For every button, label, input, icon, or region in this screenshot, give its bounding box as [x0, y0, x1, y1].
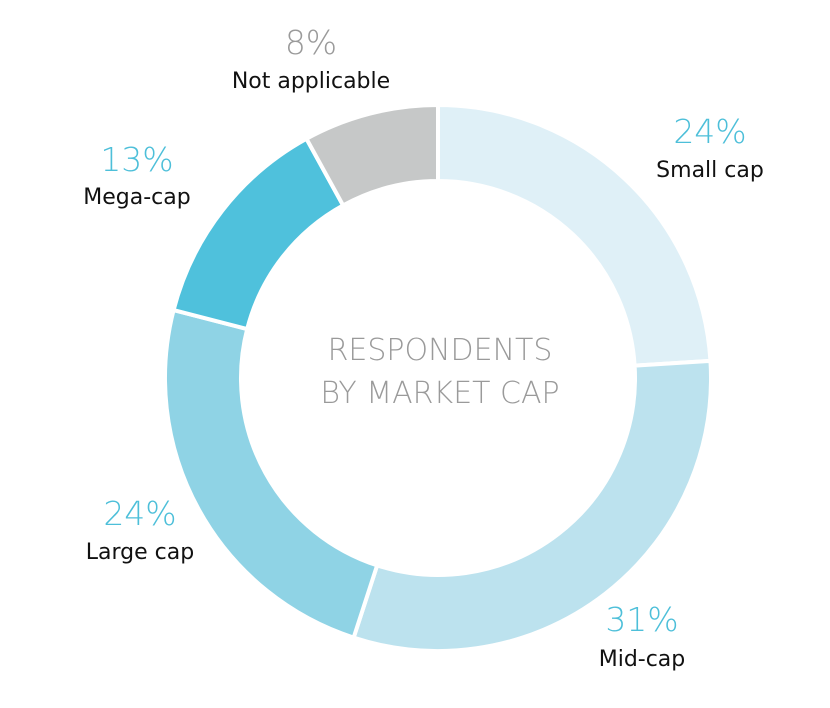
slice-category-label-mega-cap: Mega-cap	[83, 185, 190, 210]
slice-category-label-large-cap: Large cap	[86, 540, 194, 565]
chart-title-line-2: BY MARKET CAP	[320, 376, 559, 411]
slice-value-label-large-cap: 24%	[103, 494, 176, 533]
slice-category-label-not-applicable: Not applicable	[232, 69, 390, 94]
slice-value-label-mega-cap: 13%	[100, 140, 173, 179]
slice-category-label-mid-cap: Mid-cap	[599, 647, 686, 672]
donut-slice-mega-cap	[171, 136, 346, 332]
slice-category-label-small-cap: Small cap	[656, 158, 764, 183]
slice-value-label-mid-cap: 31%	[605, 600, 678, 639]
donut-slices	[163, 102, 713, 653]
donut-slice-small-cap	[436, 102, 713, 368]
slice-value-label-not-applicable: 8%	[285, 23, 337, 62]
donut-slice-not-applicable	[303, 102, 440, 209]
chart-title-line-1: RESPONDENTS	[328, 333, 553, 368]
slice-value-label-small-cap: 24%	[673, 112, 746, 151]
donut-slice-mid-cap	[351, 358, 713, 653]
